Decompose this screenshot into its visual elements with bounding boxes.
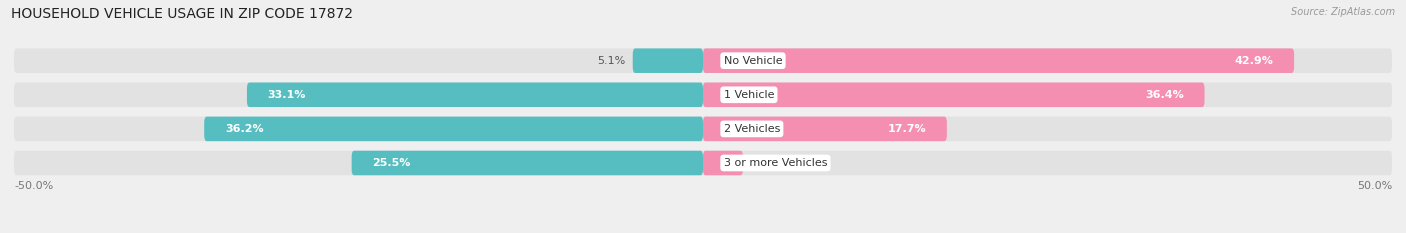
Text: 2.9%: 2.9% (749, 158, 779, 168)
FancyBboxPatch shape (14, 116, 1392, 141)
FancyBboxPatch shape (703, 116, 946, 141)
FancyBboxPatch shape (204, 116, 703, 141)
FancyBboxPatch shape (703, 48, 1294, 73)
FancyBboxPatch shape (633, 48, 703, 73)
Text: 50.0%: 50.0% (1357, 181, 1392, 191)
FancyBboxPatch shape (14, 82, 1392, 107)
Text: HOUSEHOLD VEHICLE USAGE IN ZIP CODE 17872: HOUSEHOLD VEHICLE USAGE IN ZIP CODE 1787… (11, 7, 353, 21)
Text: No Vehicle: No Vehicle (724, 56, 782, 66)
FancyBboxPatch shape (14, 151, 1392, 175)
Text: 2 Vehicles: 2 Vehicles (724, 124, 780, 134)
Text: 5.1%: 5.1% (598, 56, 626, 66)
Text: 42.9%: 42.9% (1234, 56, 1274, 66)
FancyBboxPatch shape (14, 48, 1392, 73)
Text: 3 or more Vehicles: 3 or more Vehicles (724, 158, 827, 168)
FancyBboxPatch shape (703, 151, 742, 175)
FancyBboxPatch shape (352, 151, 703, 175)
Text: -50.0%: -50.0% (14, 181, 53, 191)
Text: 17.7%: 17.7% (887, 124, 927, 134)
Text: 1 Vehicle: 1 Vehicle (724, 90, 775, 100)
FancyBboxPatch shape (703, 82, 1205, 107)
Text: 25.5%: 25.5% (373, 158, 411, 168)
Text: 36.2%: 36.2% (225, 124, 263, 134)
Text: 36.4%: 36.4% (1144, 90, 1184, 100)
Text: 33.1%: 33.1% (267, 90, 307, 100)
Text: Source: ZipAtlas.com: Source: ZipAtlas.com (1291, 7, 1395, 17)
FancyBboxPatch shape (247, 82, 703, 107)
